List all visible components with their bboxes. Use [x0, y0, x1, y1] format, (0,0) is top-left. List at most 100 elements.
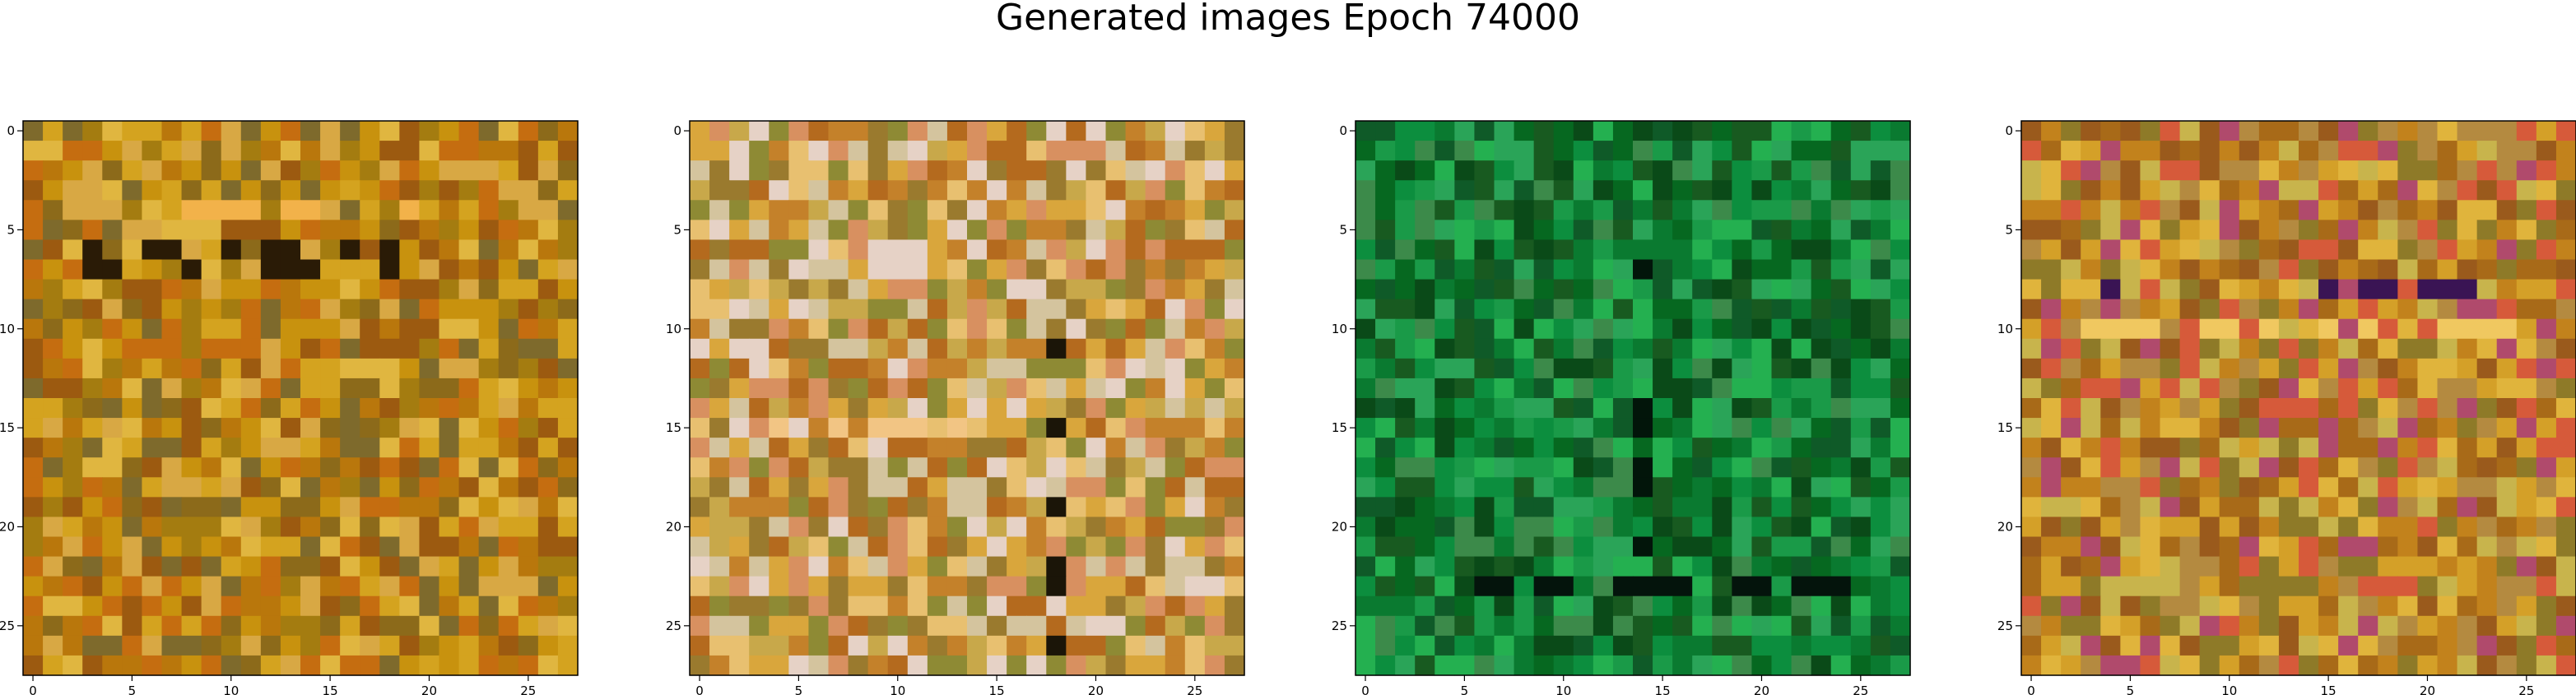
pixel-cell: [1474, 121, 1495, 141]
pixel-cell: [1086, 259, 1107, 280]
y-tick-label: 25: [1997, 619, 2013, 633]
pixel-cell: [690, 418, 710, 438]
pixel-cell: [1474, 318, 1495, 340]
pixel-cell: [1553, 141, 1574, 161]
pixel-cell: [260, 497, 281, 518]
pixel-cell: [987, 418, 1007, 438]
pixel-cell: [458, 556, 480, 577]
pixel-cell: [769, 318, 789, 340]
pixel-cell: [2100, 477, 2121, 498]
pixel-cell: [769, 239, 789, 261]
pixel-cell: [1375, 655, 1396, 676]
pixel-cell: [2061, 497, 2081, 518]
pixel-cell: [1454, 438, 1476, 458]
pixel-cell: [498, 635, 519, 656]
pixel-cell: [1692, 318, 1713, 340]
pixel-cell: [788, 556, 810, 577]
pixel-cell: [1494, 200, 1515, 220]
panel-frame: [2020, 120, 2576, 676]
pixel-cell: [2378, 556, 2398, 577]
pixel-cell: [2219, 418, 2240, 438]
pixel-cell: [439, 497, 460, 518]
pixel-cell: [1415, 655, 1435, 676]
pixel-cell: [478, 239, 500, 261]
pixel-cell: [399, 220, 421, 241]
pixel-cell: [161, 299, 183, 320]
pixel-cell: [240, 595, 262, 617]
pixel-cell: [2258, 556, 2280, 577]
pixel-cell: [399, 358, 421, 379]
pixel-cell: [690, 239, 710, 261]
pixel-cell: [1415, 318, 1435, 340]
pixel-cell: [2496, 299, 2518, 320]
pixel-cell: [1007, 141, 1027, 161]
pixel-cell: [518, 536, 539, 558]
pixel-cell: [340, 615, 360, 637]
pixel-cell: [439, 180, 460, 201]
pixel-cell: [1026, 121, 1047, 141]
pixel-cell: [63, 497, 83, 518]
pixel-cell: [458, 141, 480, 161]
pixel-cell: [1474, 418, 1495, 438]
pixel-cell: [987, 615, 1007, 637]
pixel-cell: [1184, 398, 1206, 419]
pixel-cell: [161, 595, 183, 617]
pixel-cell: [1066, 121, 1087, 141]
pixel-cell: [2081, 200, 2101, 220]
pixel-cell: [181, 338, 202, 359]
pixel-cell: [478, 418, 500, 438]
pixel-cell: [498, 279, 519, 300]
pixel-cell: [122, 595, 143, 617]
pixel-cell: [63, 180, 83, 201]
pixel-cell: [1145, 536, 1166, 558]
pixel-cell: [300, 517, 321, 538]
pixel-cell: [181, 635, 202, 656]
pixel-cell: [1007, 180, 1027, 201]
pixel-cell: [2278, 220, 2299, 241]
pixel-cell: [1811, 536, 1832, 558]
pixel-cell: [2457, 536, 2478, 558]
pixel-cell: [2378, 457, 2398, 478]
pixel-cell: [1791, 220, 1812, 241]
pixel-cell: [2100, 556, 2121, 577]
pixel-cell: [2457, 595, 2478, 617]
pixel-cell: [1224, 160, 1245, 181]
pixel-cell: [1066, 318, 1087, 340]
pixel-cell: [419, 457, 440, 478]
pixel-cell: [1712, 220, 1732, 241]
pixel-cell: [399, 279, 421, 300]
pixel-cell: [1850, 497, 1872, 518]
pixel-cell: [557, 398, 579, 419]
pixel-cell: [1633, 556, 1653, 577]
pixel-cell: [1850, 160, 1872, 181]
pixel-cell: [1105, 378, 1127, 399]
pixel-cell: [280, 536, 301, 558]
pixel-cell: [122, 517, 143, 538]
x-tick-label: 15: [323, 683, 338, 695]
pixel-cell: [1553, 200, 1574, 220]
pixel-cell: [1573, 200, 1594, 220]
pixel-cell: [987, 239, 1007, 261]
pixel-cell: [1573, 398, 1594, 419]
pixel-cell: [1830, 220, 1852, 241]
pixel-cell: [2199, 595, 2220, 617]
pixel-cell: [1732, 497, 1753, 518]
pixel-cell: [1375, 536, 1396, 558]
pixel-cell: [2457, 239, 2478, 261]
pixel-cell: [729, 615, 750, 637]
pixel-cell: [2417, 556, 2439, 577]
pixel-cell: [161, 576, 183, 597]
pixel-cell: [2358, 220, 2378, 241]
pixel-cell: [518, 457, 539, 478]
pixel-cell: [2140, 141, 2161, 161]
pixel-cell: [2021, 635, 2042, 656]
pixel-cell: [478, 635, 500, 656]
pixel-cell: [102, 477, 123, 498]
pixel-cell: [788, 378, 810, 399]
pixel-cell: [927, 477, 948, 498]
pixel-cell: [1355, 477, 1376, 498]
pixel-cell: [749, 200, 770, 220]
pixel-cell: [1454, 635, 1476, 656]
pixel-cell: [1850, 279, 1872, 300]
